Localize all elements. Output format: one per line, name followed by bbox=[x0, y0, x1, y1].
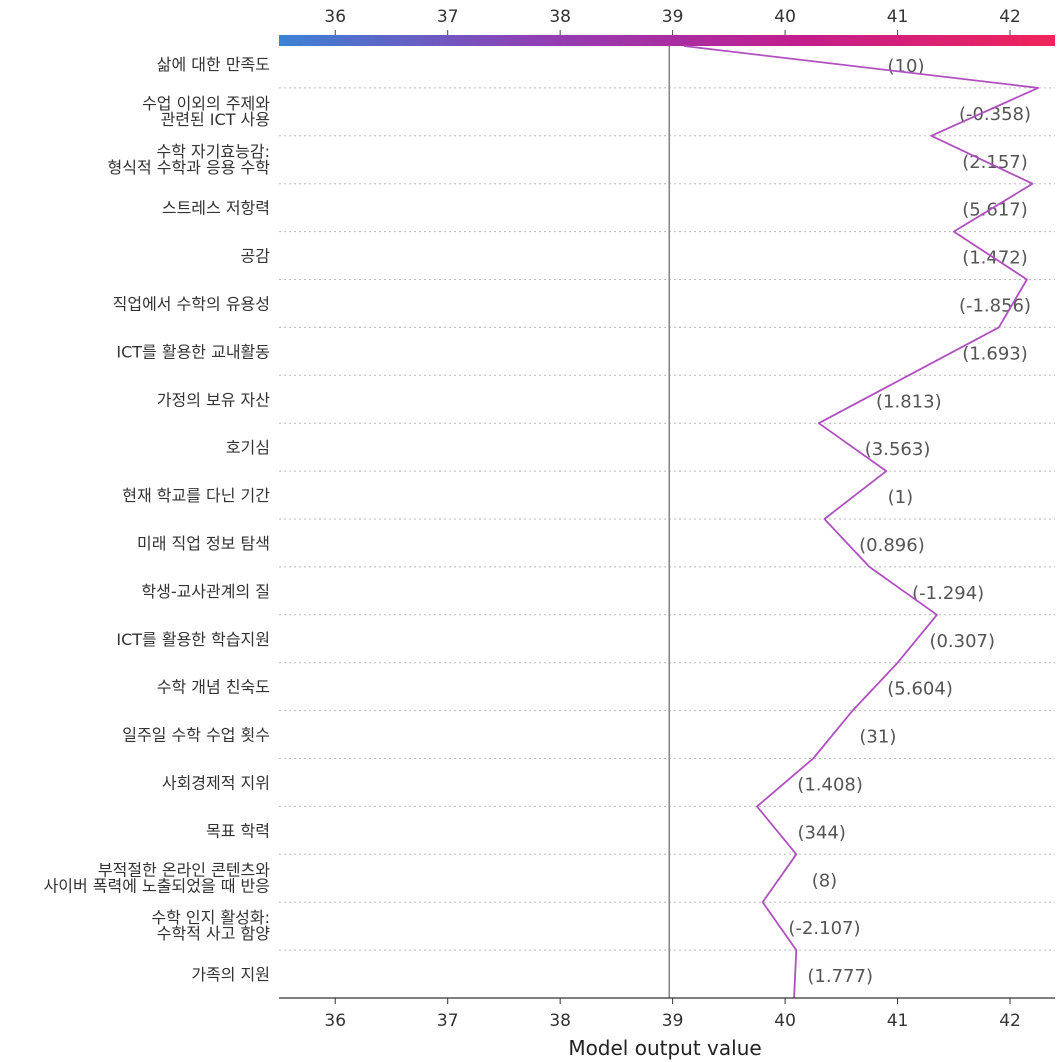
bottom-tick-label: 36 bbox=[324, 1011, 346, 1031]
feature-value-label: (1.408) bbox=[797, 774, 863, 795]
feature-label: 수학 자기효능감: 형식적 수학과 응용 수학 bbox=[108, 142, 271, 177]
top-tick-label: 42 bbox=[999, 7, 1021, 27]
top-tick-label: 41 bbox=[887, 7, 909, 27]
row-gridlines bbox=[279, 87, 1055, 999]
feature-label: 직업에서 수학의 유용성 bbox=[113, 294, 270, 313]
x-axis-title: Model output value bbox=[568, 1036, 761, 1060]
top-tick-label: 40 bbox=[774, 7, 796, 27]
bottom-tick-label: 40 bbox=[774, 1011, 796, 1031]
feature-label: 학생-교사관계의 질 bbox=[141, 582, 270, 601]
feature-value-label: (-0.358) bbox=[959, 104, 1031, 125]
feature-value-label: (3.563) bbox=[865, 439, 931, 460]
feature-value-label: (0.307) bbox=[929, 631, 995, 652]
bottom-tick-label: 37 bbox=[437, 1011, 459, 1031]
colorbar-strip bbox=[279, 35, 1055, 46]
top-tick-label: 36 bbox=[324, 7, 346, 27]
feature-value-label: (-1.856) bbox=[959, 295, 1031, 316]
colorbar bbox=[279, 35, 1055, 46]
feature-value-label: (5.604) bbox=[887, 679, 953, 700]
feature-label: 일주일 수학 수업 횟수 bbox=[122, 726, 270, 745]
top-tick-label: 37 bbox=[437, 7, 459, 27]
bottom-tick-label: 42 bbox=[999, 1011, 1021, 1031]
feature-label: 부적절한 온라인 콘텐츠와 사이버 폭력에 노출되었을 때 반응 bbox=[44, 860, 271, 895]
feature-value-label: (-1.294) bbox=[912, 583, 984, 604]
bottom-tick-label: 38 bbox=[549, 1011, 571, 1031]
feature-label: 미래 직업 정보 탐색 bbox=[137, 534, 270, 553]
feature-label: ICT를 활용한 교내활동 bbox=[116, 342, 270, 361]
feature-label: 가족의 지원 bbox=[191, 965, 270, 984]
feature-label: 공감 bbox=[241, 247, 271, 266]
feature-label: ICT를 활용한 학습지원 bbox=[116, 630, 270, 649]
decision-line bbox=[683, 45, 1039, 999]
feature-label: 목표 학력 bbox=[206, 821, 270, 840]
feature-value-label: (1.777) bbox=[807, 966, 873, 987]
feature-value-label: (344) bbox=[797, 822, 845, 843]
feature-label: 수학 개념 친숙도 bbox=[157, 678, 270, 697]
feature-value-label: (31) bbox=[859, 727, 896, 748]
feature-value-label: (1.813) bbox=[876, 391, 942, 412]
feature-label: 스트레스 저항력 bbox=[162, 199, 270, 218]
decision-path bbox=[683, 45, 1039, 999]
feature-value-label: (5.617) bbox=[962, 200, 1028, 221]
value-label-column: (10)(-0.358)(2.157)(5.617)(1.472)(-1.856… bbox=[788, 56, 1031, 987]
feature-label: 수업 이외의 주제와 관련된 ICT 사용 bbox=[142, 94, 270, 129]
feature-label: 가정의 보유 자산 bbox=[157, 390, 270, 409]
feature-value-label: (0.896) bbox=[859, 535, 925, 556]
bottom-axis: 36 37 38 39 40 41 42 bbox=[279, 997, 1055, 1031]
feature-label: 호기심 bbox=[226, 438, 270, 457]
feature-value-label: (2.157) bbox=[962, 152, 1028, 173]
top-axis: 36 37 38 39 40 41 42 bbox=[324, 7, 1021, 35]
feature-value-label: (1) bbox=[888, 487, 914, 508]
bottom-tick-label: 41 bbox=[887, 1011, 909, 1031]
top-tick-label: 38 bbox=[549, 7, 571, 27]
top-tick-label: 39 bbox=[662, 7, 684, 27]
feature-label: 수학 인지 활성화: 수학적 사고 함양 bbox=[151, 908, 270, 943]
feature-value-label: (8) bbox=[812, 870, 838, 891]
feature-label: 삶에 대한 만족도 bbox=[157, 55, 270, 74]
feature-label: 사회경제적 지위 bbox=[162, 773, 270, 792]
feature-value-label: (-2.107) bbox=[788, 918, 860, 939]
feature-label: 현재 학교를 다닌 기간 bbox=[122, 486, 270, 505]
bottom-tick-label: 39 bbox=[662, 1011, 684, 1031]
feature-value-label: (1.693) bbox=[962, 343, 1028, 364]
